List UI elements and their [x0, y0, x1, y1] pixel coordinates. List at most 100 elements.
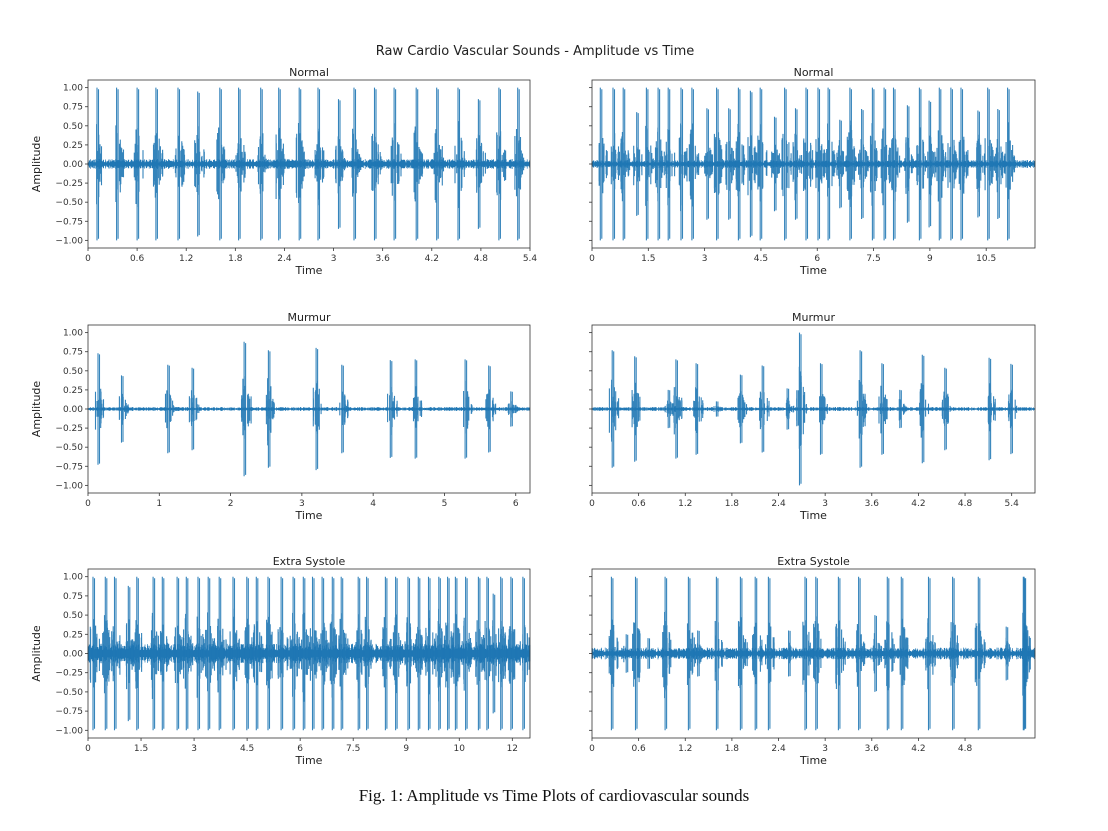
waveform-peak	[947, 87, 958, 241]
x-tick-label: 4	[370, 499, 376, 509]
waveform-peak	[257, 87, 269, 241]
waveform-peak	[620, 87, 631, 241]
x-tick-label: 2	[228, 499, 234, 509]
waveform-peak	[713, 87, 724, 241]
waveform-peak	[277, 576, 289, 731]
y-tick-label: −0.75	[55, 217, 83, 227]
waveform-peak	[608, 350, 620, 468]
x-tick-label: 1.8	[725, 499, 740, 509]
x-tick-label: 1.5	[641, 254, 655, 264]
waveform-peak	[1005, 626, 1011, 681]
waveform-peak	[835, 576, 846, 731]
waveform-peak	[737, 576, 748, 731]
waveform-peak	[115, 87, 125, 241]
x-tick-label: 0.6	[130, 254, 145, 264]
waveform-peak	[133, 576, 143, 731]
waveform-peak	[781, 87, 792, 241]
waveform-peak	[496, 87, 507, 241]
x-tick-label: 1.5	[134, 744, 148, 754]
x-tick-label: 3	[702, 254, 708, 264]
y-tick-label: 1.00	[63, 573, 83, 583]
y-tick-label: 0.25	[63, 386, 83, 396]
waveform-peak	[855, 576, 866, 731]
waveform-peak	[188, 367, 200, 451]
y-tick-label: −0.25	[55, 179, 83, 189]
waveform-peak	[984, 87, 996, 241]
waveform-peak	[824, 87, 836, 241]
waveform-peak	[672, 359, 683, 459]
waveform-peak	[725, 108, 735, 220]
waveform-peak	[413, 87, 424, 241]
x-tick-label: 1.8	[228, 254, 243, 264]
waveform-peak	[880, 87, 891, 241]
waveform-peak	[174, 576, 185, 731]
y-tick-label: 0.25	[63, 141, 83, 151]
waveform-peak	[752, 576, 763, 731]
y-tick-label: −0.50	[55, 443, 83, 453]
waveform-peak	[152, 87, 164, 241]
x-tick-label: 3	[822, 499, 828, 509]
waveform-peak	[633, 112, 643, 216]
waveform-peak	[463, 576, 472, 731]
x-axis-label: Time	[799, 754, 827, 767]
x-tick-label: 4.5	[754, 254, 768, 264]
y-tick-label: −1.00	[55, 236, 83, 246]
waveform-peak	[309, 576, 320, 731]
waveform-peak	[631, 356, 641, 462]
waveform-peak	[96, 87, 104, 241]
waveform-peak	[819, 363, 828, 455]
waveform-peak	[898, 389, 907, 429]
x-tick-label: 6	[814, 254, 820, 264]
waveform-peak	[312, 347, 322, 471]
x-tick-label: 6	[297, 744, 303, 754]
x-tick-label: 3.6	[865, 499, 880, 509]
waveform-peak	[714, 576, 723, 731]
waveform-peak	[757, 87, 768, 241]
x-tick-label: 1.8	[725, 744, 740, 754]
waveform-peak	[869, 87, 878, 241]
waveform-peak	[174, 87, 186, 241]
subplot-title: Normal	[289, 66, 329, 79]
x-tick-label: 2.4	[277, 254, 292, 264]
waveform-peak	[194, 91, 205, 237]
x-tick-label: 4.2	[911, 499, 925, 509]
waveform-peak	[858, 109, 869, 219]
x-tick-label: 5	[442, 499, 448, 509]
waveform-peak	[836, 119, 847, 209]
waveform-peak	[927, 100, 937, 228]
waveform-peak	[507, 576, 518, 731]
waveform-peak	[252, 576, 264, 731]
x-tick-label: 1.2	[179, 254, 193, 264]
waveform-peak	[958, 87, 969, 241]
waveform-peak	[216, 87, 226, 241]
y-tick-label: 0.75	[63, 592, 83, 602]
waveform-peak	[94, 353, 105, 465]
waveform-peak	[381, 576, 393, 731]
subplot-title: Normal	[794, 66, 834, 79]
waveform-peak	[1004, 87, 1016, 241]
x-tick-label: 3	[331, 254, 337, 264]
waveform-peak	[183, 576, 194, 731]
x-axis-label: Time	[799, 264, 827, 277]
x-tick-label: 2.4	[771, 744, 786, 754]
x-tick-label: 9	[927, 254, 933, 264]
y-tick-label: −0.25	[55, 669, 83, 679]
y-tick-label: −1.00	[55, 481, 83, 491]
waveform-peak	[150, 576, 161, 731]
waveform-peak	[435, 576, 445, 731]
waveform-peak	[355, 576, 365, 731]
subplot-title: Extra Systole	[273, 555, 346, 568]
waveform-peak	[216, 576, 227, 731]
x-tick-label: 5.4	[1005, 499, 1020, 509]
x-tick-label: 1.2	[678, 744, 692, 754]
waveform-peak	[688, 87, 700, 241]
x-tick-label: 3.6	[376, 254, 391, 264]
waveform-peak	[976, 110, 986, 218]
waveform-peak	[916, 87, 926, 241]
waveform-peak	[475, 99, 486, 229]
waveform-peak	[412, 359, 423, 459]
x-tick-label: 4.2	[425, 254, 439, 264]
waveform-peak	[387, 360, 398, 458]
figure-caption: Fig. 1: Amplitude vs Time Plots of cardi…	[358, 786, 750, 805]
waveform-peak	[771, 116, 782, 212]
